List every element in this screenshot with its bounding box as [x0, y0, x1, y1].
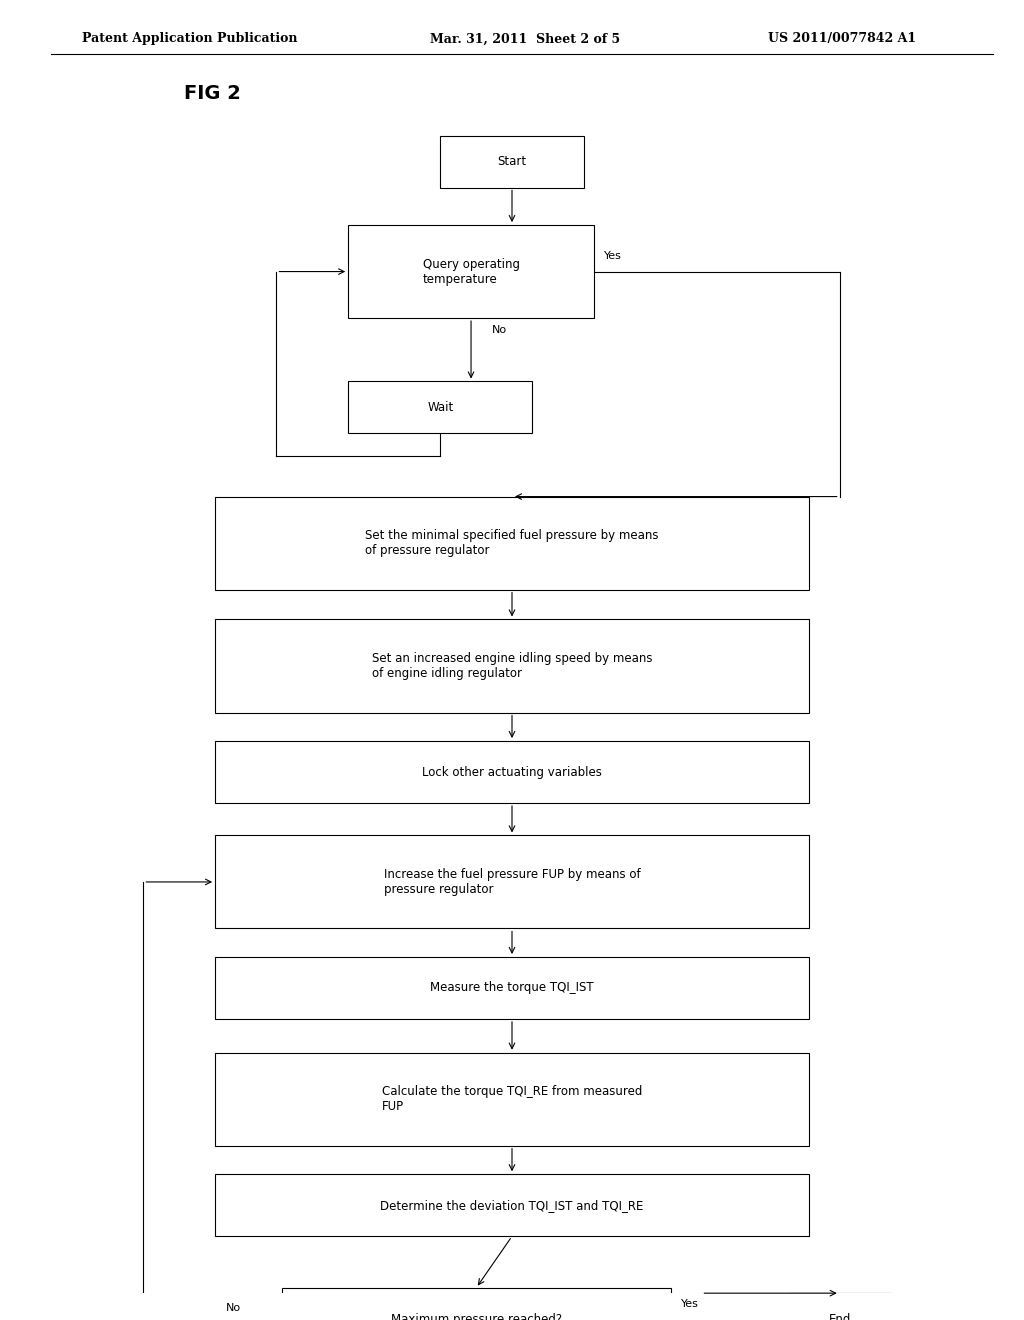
FancyBboxPatch shape — [788, 1294, 891, 1320]
FancyBboxPatch shape — [348, 381, 532, 433]
FancyBboxPatch shape — [348, 224, 594, 318]
Text: End: End — [828, 1312, 851, 1320]
FancyBboxPatch shape — [215, 957, 809, 1019]
Text: Yes: Yes — [604, 251, 622, 261]
Text: Patent Application Publication: Patent Application Publication — [82, 32, 297, 45]
Text: Mar. 31, 2011  Sheet 2 of 5: Mar. 31, 2011 Sheet 2 of 5 — [430, 32, 621, 45]
Text: No: No — [225, 1303, 241, 1312]
FancyBboxPatch shape — [215, 619, 809, 713]
Text: US 2011/0077842 A1: US 2011/0077842 A1 — [768, 32, 916, 45]
FancyBboxPatch shape — [440, 136, 584, 187]
Text: Determine the deviation TQI_IST and TQI_RE: Determine the deviation TQI_IST and TQI_… — [380, 1199, 644, 1212]
FancyBboxPatch shape — [215, 496, 809, 590]
Text: Wait: Wait — [427, 401, 454, 414]
FancyBboxPatch shape — [215, 1175, 809, 1237]
Text: Lock other actuating variables: Lock other actuating variables — [422, 766, 602, 779]
Text: Increase the fuel pressure FUP by means of
pressure regulator: Increase the fuel pressure FUP by means … — [384, 869, 640, 896]
Text: No: No — [492, 325, 507, 334]
Text: Set the minimal specified fuel pressure by means
of pressure regulator: Set the minimal specified fuel pressure … — [366, 529, 658, 557]
Text: Query operating
temperature: Query operating temperature — [423, 257, 519, 285]
FancyBboxPatch shape — [282, 1288, 671, 1320]
Text: Set an increased engine idling speed by means
of engine idling regulator: Set an increased engine idling speed by … — [372, 652, 652, 680]
FancyBboxPatch shape — [215, 836, 809, 928]
Text: Calculate the torque TQI_RE from measured
FUP: Calculate the torque TQI_RE from measure… — [382, 1085, 642, 1113]
Text: Start: Start — [498, 156, 526, 168]
FancyBboxPatch shape — [215, 741, 809, 803]
Text: Yes: Yes — [681, 1299, 698, 1308]
Text: FIG 2: FIG 2 — [184, 84, 242, 103]
Text: Measure the torque TQI_IST: Measure the torque TQI_IST — [430, 982, 594, 994]
Text: Maximum pressure reached?: Maximum pressure reached? — [390, 1312, 562, 1320]
FancyBboxPatch shape — [215, 1052, 809, 1146]
